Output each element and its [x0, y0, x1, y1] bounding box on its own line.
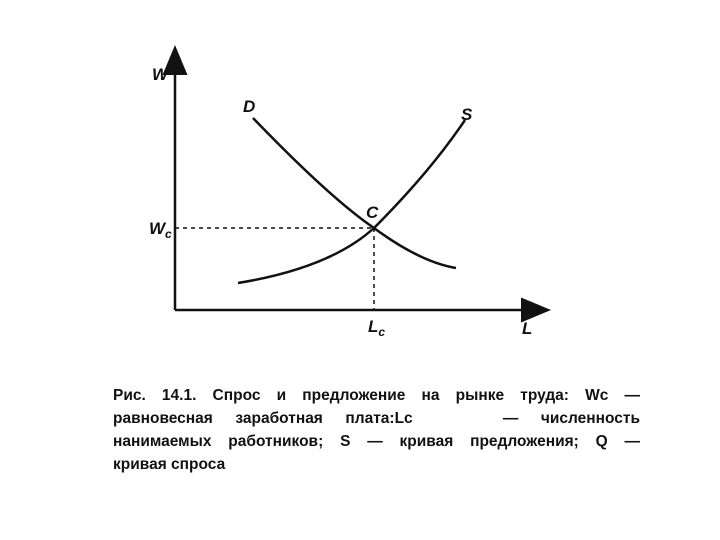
wc-label: Wc: [149, 219, 172, 241]
caption: Рис. 14.1. Спрос и предложение на рынке …: [113, 384, 640, 476]
demand-curve: [252, 117, 457, 270]
wc-sub: c: [165, 227, 172, 241]
supply-curve: [237, 119, 467, 285]
supply-label: S: [461, 105, 473, 124]
equilibrium-label: C: [366, 203, 379, 222]
demand-label: D: [243, 97, 255, 116]
caption-line: нанимаемых работников; S — кривая предло…: [113, 433, 640, 450]
wc-base: W: [149, 219, 167, 238]
lc-sub: c: [378, 325, 385, 339]
diagram: W L D S C Wc Lc: [149, 45, 551, 339]
caption-line: кривая спроса: [113, 456, 226, 473]
lc-label: Lc: [368, 317, 385, 339]
l-axis-label: L: [522, 319, 532, 338]
caption-line: равновесная заработная плата:Lc — числен…: [113, 410, 640, 427]
caption-line: Рис. 14.1. Спрос и предложение на рынке …: [113, 387, 640, 404]
lc-base: L: [368, 317, 378, 336]
w-axis-label: W: [152, 65, 170, 84]
